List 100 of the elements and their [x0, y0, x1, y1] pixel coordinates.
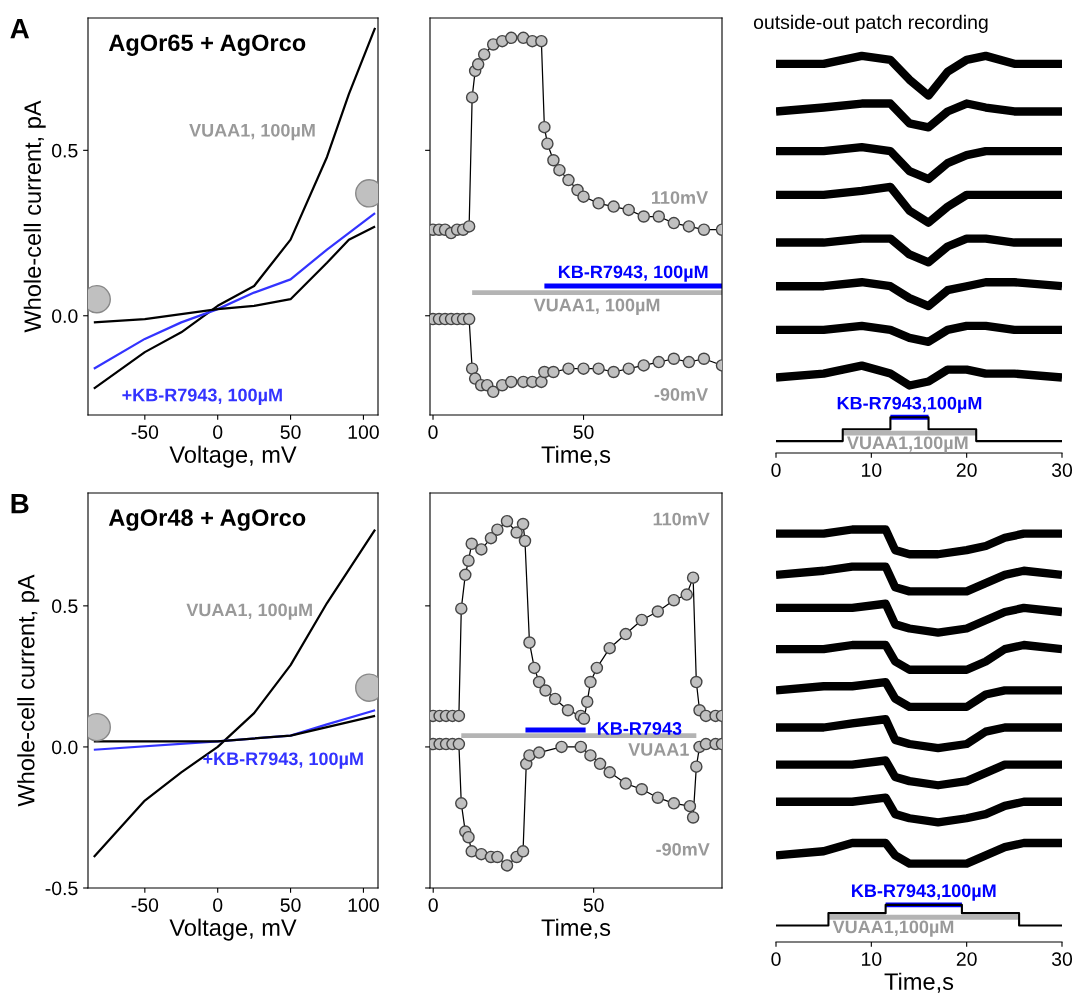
point — [619, 777, 632, 790]
point — [686, 811, 700, 824]
point — [465, 91, 479, 104]
point — [683, 799, 697, 813]
x-tick-label: 30 — [1051, 952, 1073, 966]
point — [475, 543, 488, 556]
point — [471, 58, 485, 71]
point — [651, 605, 665, 618]
series-label: VUAA1, 100µM — [533, 298, 660, 315]
point — [462, 830, 475, 844]
x-tick-label: 20 — [956, 463, 977, 477]
point — [635, 613, 649, 627]
point — [555, 740, 568, 754]
y-tick-label: -0.5 — [45, 881, 78, 896]
point — [697, 352, 711, 366]
line-series — [92, 212, 377, 370]
point — [477, 48, 491, 61]
point — [652, 355, 666, 369]
series-label: VUAA1, 100µM — [186, 603, 312, 620]
point — [667, 352, 681, 366]
point — [584, 749, 597, 762]
y-tick-label: 0.0 — [52, 740, 78, 755]
point — [486, 385, 500, 399]
point — [603, 766, 616, 779]
point — [541, 137, 554, 150]
point — [574, 740, 588, 754]
point — [622, 362, 635, 375]
point — [516, 517, 530, 531]
y-tick-label: 0.0 — [52, 309, 78, 323]
point — [505, 375, 518, 389]
point — [577, 190, 590, 203]
point — [462, 220, 476, 233]
series-label: KB-R7943, 100µM — [558, 265, 708, 282]
point — [455, 797, 468, 810]
x-tick-label: 0 — [213, 898, 223, 912]
series-label: -90mV — [656, 842, 710, 856]
point — [535, 34, 548, 48]
point — [697, 223, 711, 236]
point — [622, 203, 635, 217]
point — [667, 797, 681, 810]
x-tick-label: -50 — [131, 425, 159, 439]
x-tick-label: 0 — [771, 952, 781, 966]
point — [465, 362, 479, 375]
point — [667, 593, 681, 607]
x-tick-label: 0 — [428, 898, 438, 912]
y-tick-label: 0.5 — [52, 599, 78, 614]
point — [465, 845, 478, 858]
point — [548, 692, 562, 706]
series-label: -90mV — [654, 388, 708, 401]
x-tick-label: 30 — [1051, 463, 1073, 477]
point — [500, 859, 514, 872]
point — [452, 709, 466, 723]
point — [547, 154, 560, 167]
point — [455, 602, 468, 615]
point — [491, 850, 504, 864]
point — [580, 695, 594, 709]
point — [637, 210, 650, 223]
x-tick-label: 50 — [573, 425, 594, 439]
point — [592, 362, 605, 375]
point — [462, 312, 476, 326]
x-tick-label: 50 — [280, 898, 301, 912]
point — [690, 675, 703, 689]
point — [462, 554, 475, 567]
point — [505, 31, 518, 45]
x-tick-label: 50 — [583, 898, 604, 912]
point — [562, 362, 575, 375]
point — [667, 216, 681, 230]
text: AgOr48 + AgOrco — [108, 509, 306, 531]
text: AgOr65 + AgOrco — [108, 34, 306, 56]
x-axis-title: Time,s — [541, 445, 611, 466]
x-tick-label: 0 — [428, 425, 438, 439]
point — [491, 523, 504, 536]
point — [651, 791, 665, 804]
x-tick-label: 10 — [862, 952, 882, 966]
x-tick-label: 20 — [956, 952, 977, 966]
point — [652, 210, 666, 223]
point — [607, 365, 620, 379]
point — [592, 197, 605, 210]
point — [547, 365, 560, 379]
x-tick-label: 100 — [348, 898, 379, 912]
point — [475, 847, 488, 861]
point — [635, 782, 649, 796]
point — [532, 746, 546, 759]
point — [553, 163, 566, 177]
point — [465, 537, 478, 551]
x-axis-title: Voltage, mV — [169, 445, 297, 468]
y-axis-title: Whole-cell current, pA — [17, 574, 40, 807]
point — [593, 757, 607, 771]
point — [577, 362, 590, 375]
point — [690, 760, 703, 773]
point — [686, 571, 700, 584]
point — [452, 737, 466, 751]
point — [590, 661, 604, 675]
point — [528, 661, 541, 675]
series-label: KB-R7943 — [597, 722, 682, 735]
x-axis-title: Voltage, mV — [169, 918, 297, 941]
series-label: VUAA1,100µM — [832, 920, 954, 937]
text: 110mV — [653, 512, 710, 526]
point — [484, 531, 498, 545]
y-tick-label: 0.5 — [52, 143, 78, 158]
